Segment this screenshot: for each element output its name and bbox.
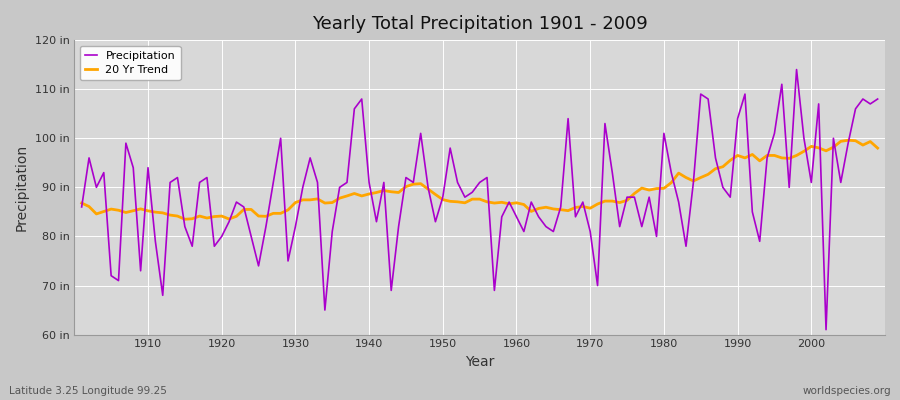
Precipitation <box>504 200 515 204</box>
X-axis label: Year: Year <box>465 355 494 369</box>
Title: Yearly Total Precipitation 1901 - 2009: Yearly Total Precipitation 1901 - 2009 <box>311 15 647 33</box>
Precipitation <box>297 185 308 190</box>
Line: Precipitation: Precipitation <box>82 70 878 330</box>
20 Yr Trend <box>518 202 529 207</box>
Precipitation <box>342 180 353 185</box>
Precipitation <box>135 268 146 273</box>
Text: Latitude 3.25 Longitude 99.25: Latitude 3.25 Longitude 99.25 <box>9 386 166 396</box>
Text: worldspecies.org: worldspecies.org <box>803 386 891 396</box>
20 Yr Trend <box>305 198 316 202</box>
Y-axis label: Precipitation: Precipitation <box>15 144 29 231</box>
20 Yr Trend <box>76 201 87 206</box>
Precipitation <box>791 67 802 72</box>
Precipitation <box>872 97 883 102</box>
Legend: Precipitation, 20 Yr Trend: Precipitation, 20 Yr Trend <box>80 46 181 80</box>
Precipitation <box>821 327 832 332</box>
Precipitation <box>599 121 610 126</box>
20 Yr Trend <box>607 199 617 204</box>
20 Yr Trend <box>872 146 883 150</box>
20 Yr Trend <box>135 206 146 211</box>
20 Yr Trend <box>349 191 360 196</box>
20 Yr Trend <box>842 138 853 143</box>
Precipitation <box>76 204 87 209</box>
20 Yr Trend <box>179 217 190 222</box>
Line: 20 Yr Trend: 20 Yr Trend <box>82 140 878 219</box>
20 Yr Trend <box>511 200 522 205</box>
Precipitation <box>511 214 522 219</box>
